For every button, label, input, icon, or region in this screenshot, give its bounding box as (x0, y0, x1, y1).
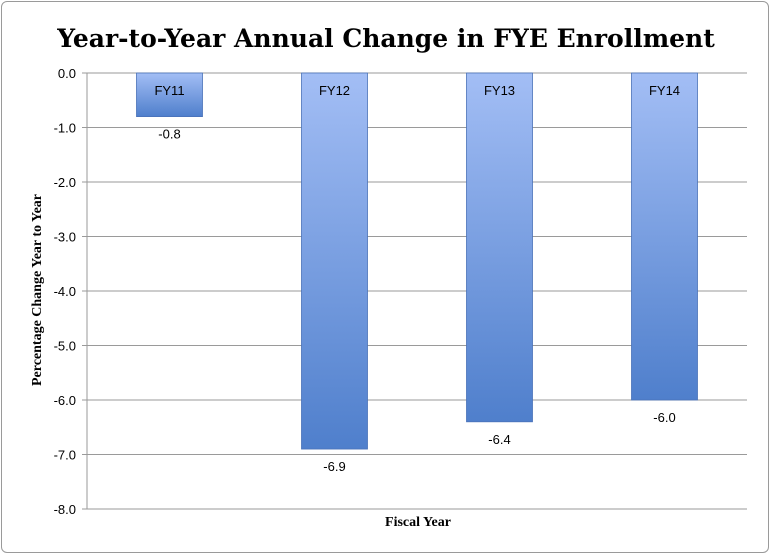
data-label: -6.9 (323, 459, 345, 474)
x-axis-title: Fiscal Year (385, 515, 451, 530)
category-label: FY11 (154, 83, 184, 98)
data-labels: FY11 -0.8 FY12 -6.9 FY13 -6.4 FY14 -6.0 (154, 83, 680, 474)
category-label: FY12 (319, 83, 350, 98)
bar-fy13 (466, 72, 533, 423)
category-label: FY14 (649, 83, 680, 98)
y-tick-label: -1.0 (54, 121, 76, 136)
y-tick-label: -2.0 (54, 175, 76, 190)
data-label: -0.8 (158, 127, 180, 142)
bar-fy11 (136, 72, 203, 117)
category-label: FY13 (484, 83, 515, 98)
bar-fy14 (631, 72, 698, 401)
y-tick-label: -4.0 (54, 284, 76, 299)
data-label: -6.0 (653, 410, 675, 425)
y-tick-label: -5.0 (54, 339, 76, 354)
data-label: -6.4 (488, 432, 510, 447)
y-tick-label: -7.0 (54, 448, 76, 463)
chart-title: Year-to-Year Annual Change in FYE Enroll… (56, 24, 715, 53)
bar-fy12 (301, 72, 368, 450)
y-axis-title: Percentage Change Year to Year (30, 194, 45, 386)
y-tick-label: 0.0 (58, 66, 76, 81)
y-axis-ticks: 0.0 -1.0 -2.0 -3.0 -4.0 -5.0 -6.0 -7.0 -8.0 (54, 66, 88, 517)
y-tick-label: -8.0 (54, 502, 76, 517)
bars (136, 72, 698, 450)
y-tick-label: -3.0 (54, 230, 76, 245)
y-tick-label: -6.0 (54, 393, 76, 408)
